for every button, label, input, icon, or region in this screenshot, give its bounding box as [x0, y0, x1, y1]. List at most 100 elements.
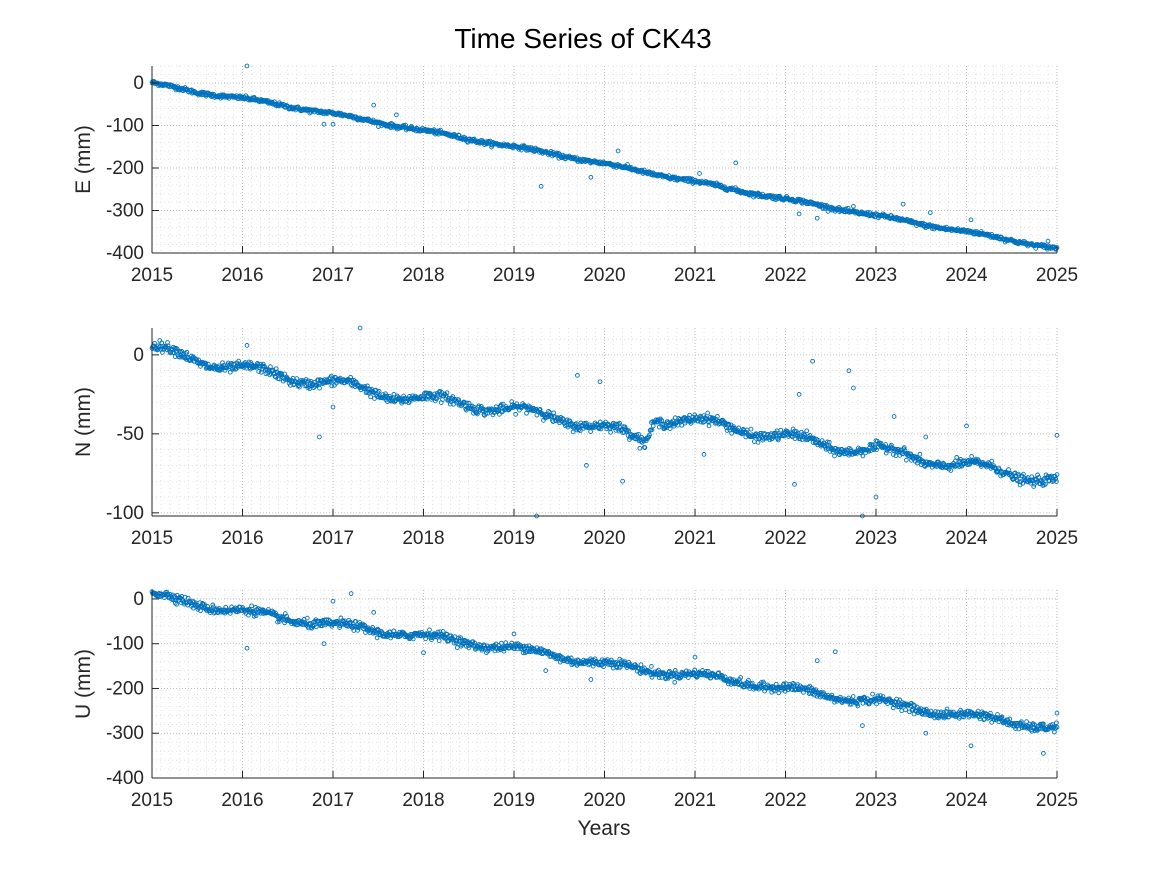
outlier-point — [543, 668, 549, 673]
outlier-point — [597, 379, 603, 385]
data-point — [969, 454, 974, 459]
outlier-point — [796, 211, 802, 217]
data-point — [874, 701, 879, 707]
outlier-point — [891, 414, 897, 419]
data-point — [659, 675, 665, 680]
data-point — [492, 648, 498, 654]
data-point — [759, 680, 764, 685]
data-point — [999, 714, 1005, 720]
data-point — [726, 681, 731, 687]
data-point — [260, 361, 266, 367]
data-point — [724, 428, 730, 433]
data-points — [149, 63, 1060, 252]
panel-e: 2015 2016 2017 2018 2019 2020 2021 2022 2023 2024… — [72, 63, 1078, 286]
data-point — [352, 623, 357, 629]
x-tick-label: 2016 — [221, 528, 263, 549]
x-tick-label: 2024 — [945, 790, 988, 811]
outlier-point — [575, 373, 580, 378]
data-point — [246, 359, 252, 365]
x-tick-label: 2023 — [855, 528, 897, 549]
data-point — [423, 636, 428, 642]
x-axis-label: Years — [578, 817, 631, 840]
data-point — [519, 147, 524, 153]
data-point — [672, 668, 678, 673]
data-point — [472, 640, 478, 646]
outlier-point — [873, 494, 879, 500]
data-point — [617, 665, 623, 670]
data-point — [205, 604, 210, 609]
data-point — [249, 603, 254, 609]
data-point — [365, 383, 370, 389]
data-point — [152, 340, 157, 346]
outlier-point — [923, 730, 929, 736]
data-point — [161, 595, 167, 600]
data-point — [1032, 722, 1037, 727]
data-point — [430, 635, 436, 640]
y-tick-label: -400 — [106, 243, 144, 264]
data-point — [706, 423, 712, 429]
data-point — [476, 403, 482, 409]
data-point — [491, 407, 496, 413]
outlier-point — [538, 183, 544, 189]
outlier-point — [701, 452, 707, 457]
data-point — [1053, 476, 1059, 482]
data-point — [1054, 720, 1059, 726]
data-point — [746, 677, 751, 683]
outlier-point — [357, 325, 363, 331]
chart-title: Time Series of CK43 — [454, 23, 711, 54]
data-point — [1041, 721, 1046, 727]
x-tick-label: 2023 — [855, 265, 897, 286]
data-point — [258, 369, 264, 375]
data-point — [1031, 484, 1037, 489]
y-tick-label: -300 — [106, 201, 144, 222]
data-point — [210, 602, 216, 608]
outlier-point — [620, 478, 625, 484]
x-tick-label: 2025 — [1036, 528, 1078, 549]
x-tick-label: 2016 — [221, 265, 263, 286]
data-point — [738, 675, 744, 680]
data-point — [685, 675, 691, 680]
data-point — [464, 400, 470, 406]
outlier-point — [584, 463, 589, 468]
x-tick-label: 2018 — [402, 528, 444, 549]
data-point — [1050, 722, 1055, 727]
outlier-point — [964, 423, 969, 429]
outlier-point — [511, 631, 517, 637]
x-tick-label: 2015 — [131, 528, 173, 549]
data-point — [649, 664, 654, 669]
data-point — [845, 205, 851, 211]
y-tick-label: 0 — [133, 345, 144, 366]
outlier-point — [330, 121, 336, 127]
data-point — [868, 442, 874, 447]
data-point — [227, 611, 233, 616]
outlier-point — [927, 210, 933, 215]
data-point — [832, 453, 837, 459]
data-point — [254, 363, 260, 369]
data-point — [570, 429, 576, 435]
data-point — [773, 430, 779, 436]
x-tick-label: 2017 — [312, 528, 354, 549]
data-point — [596, 426, 602, 432]
data-point — [794, 431, 800, 437]
data-point — [165, 343, 171, 349]
data-point — [608, 429, 613, 435]
x-tick-label: 2019 — [493, 265, 535, 286]
data-point — [850, 694, 856, 699]
x-tick-label: 2022 — [764, 528, 806, 549]
data-point — [444, 390, 450, 396]
data-point — [1029, 474, 1035, 480]
data-point — [272, 373, 278, 379]
data-point — [959, 709, 965, 715]
data-point — [781, 681, 787, 687]
data-point — [370, 625, 375, 630]
x-tick-label: 2023 — [855, 790, 897, 811]
data-point — [679, 422, 685, 428]
outlier-point — [615, 148, 621, 154]
y-tick-label: -300 — [106, 723, 144, 744]
data-point — [914, 460, 920, 466]
data-point — [537, 407, 543, 412]
data-point — [172, 600, 178, 606]
data-point — [801, 690, 806, 695]
